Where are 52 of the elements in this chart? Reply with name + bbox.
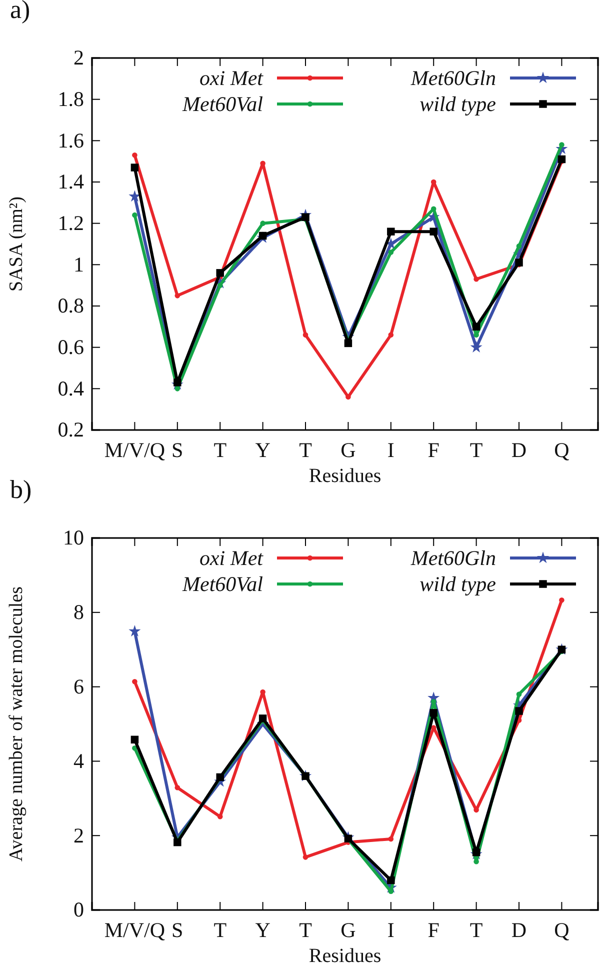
x-tick-label: T xyxy=(470,918,483,942)
x-tick-label: I xyxy=(387,438,394,462)
y-tick-label: 0.4 xyxy=(58,376,84,400)
chart-title: b) xyxy=(10,475,32,504)
x-tick-label: M/V/Q xyxy=(104,438,166,462)
x-tick-label: Y xyxy=(255,918,270,942)
legend-label: Met60Gln xyxy=(410,546,496,570)
chart-title: a) xyxy=(10,0,30,24)
y-tick-label: 0.6 xyxy=(58,335,84,360)
y-axis-title: Average number of water molecules xyxy=(6,586,27,862)
y-tick-label: 2 xyxy=(74,823,84,848)
y-tick-label: 1.6 xyxy=(58,128,84,152)
x-axis-title: Residues xyxy=(308,465,382,487)
legend-label: oxi Met xyxy=(199,66,264,90)
y-tick-label: 8 xyxy=(74,600,84,624)
legend-label: oxi Met xyxy=(199,546,264,570)
y-tick-label: 1.4 xyxy=(58,170,84,194)
x-tick-label: G xyxy=(340,438,356,462)
legend-label: wild type xyxy=(420,572,496,596)
x-tick-label: T xyxy=(214,438,227,462)
legend-label: Met60Val xyxy=(182,572,264,596)
x-tick-label: G xyxy=(340,918,356,942)
y-axis-title: SASA (nm²) xyxy=(6,196,27,292)
y-tick-label: 0.2 xyxy=(58,418,84,442)
y-tick-label: 6 xyxy=(74,674,84,699)
y-tick-label: 10 xyxy=(63,526,84,550)
y-tick-label: 1 xyxy=(74,252,84,276)
x-tick-label: F xyxy=(428,918,440,942)
x-tick-label: T xyxy=(299,918,312,942)
legend-label: Met60Gln xyxy=(410,66,496,90)
y-tick-label: 1.8 xyxy=(58,87,84,112)
y-tick-label: 1.2 xyxy=(58,211,84,236)
y-tick-label: 0 xyxy=(74,898,84,922)
y-tick-label: 4 xyxy=(74,748,84,773)
x-axis-title: Residues xyxy=(308,945,382,967)
x-tick-label: D xyxy=(511,438,527,462)
x-tick-label: I xyxy=(387,918,394,942)
x-tick-label: Y xyxy=(255,438,270,462)
x-tick-label: Q xyxy=(554,438,570,462)
y-tick-label: 0.8 xyxy=(58,294,84,318)
legend-label: Met60Val xyxy=(182,92,264,116)
x-tick-label: D xyxy=(511,918,527,942)
x-tick-label: T xyxy=(470,438,483,462)
x-tick-label: S xyxy=(172,438,184,462)
x-tick-label: M/V/Q xyxy=(104,918,166,942)
x-tick-label: Q xyxy=(554,918,570,942)
x-tick-label: F xyxy=(428,438,440,462)
y-tick-label: 2 xyxy=(74,46,84,70)
x-tick-label: T xyxy=(214,918,227,942)
legend-label: wild type xyxy=(420,92,496,116)
x-tick-label: T xyxy=(299,438,312,462)
x-tick-label: S xyxy=(172,918,184,942)
